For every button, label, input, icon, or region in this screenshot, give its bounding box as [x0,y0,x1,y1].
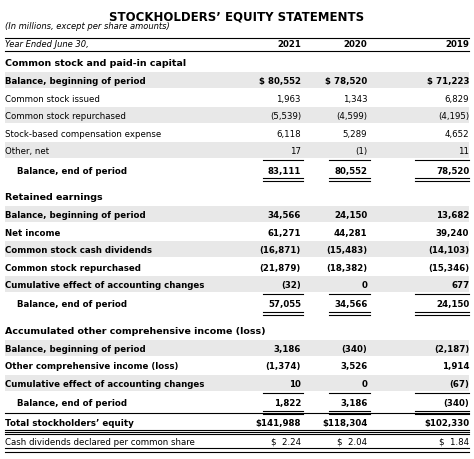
Text: Cumulative effect of accounting changes: Cumulative effect of accounting changes [5,280,204,290]
Text: $  2.24: $ 2.24 [271,437,301,446]
Text: Stock-based compensation expense: Stock-based compensation expense [5,129,161,139]
Text: STOCKHOLDERS’ EQUITY STATEMENTS: STOCKHOLDERS’ EQUITY STATEMENTS [109,11,365,23]
Text: 3,186: 3,186 [340,398,367,407]
Text: 6,118: 6,118 [276,129,301,139]
Text: 3,186: 3,186 [273,344,301,353]
Text: (1): (1) [355,147,367,156]
Text: (18,382): (18,382) [326,263,367,272]
Text: 13,682: 13,682 [436,211,469,220]
Text: (15,346): (15,346) [428,263,469,272]
Text: Balance, end of period: Balance, end of period [5,398,127,407]
Text: 0: 0 [362,379,367,388]
Text: (340): (340) [444,398,469,407]
Text: 24,150: 24,150 [334,211,367,220]
Text: 24,150: 24,150 [436,300,469,308]
Text: (4,599): (4,599) [337,112,367,121]
Text: 6,829: 6,829 [445,95,469,104]
Text: Other comprehensive income (loss): Other comprehensive income (loss) [5,362,178,370]
Text: (1,374): (1,374) [265,362,301,370]
Text: 80,552: 80,552 [334,166,367,175]
Text: (15,483): (15,483) [326,246,367,255]
Text: 4,652: 4,652 [445,129,469,139]
Text: (5,539): (5,539) [270,112,301,121]
Text: 57,055: 57,055 [268,300,301,308]
Text: (16,871): (16,871) [260,246,301,255]
Text: 11: 11 [458,147,469,156]
Text: Balance, end of period: Balance, end of period [5,166,127,175]
Text: Cumulative effect of accounting changes: Cumulative effect of accounting changes [5,379,204,388]
Text: 1,963: 1,963 [276,95,301,104]
Text: 34,566: 34,566 [268,211,301,220]
Text: 78,520: 78,520 [436,166,469,175]
Text: Balance, beginning of period: Balance, beginning of period [5,344,146,353]
Text: 44,281: 44,281 [334,228,367,237]
Text: Balance, end of period: Balance, end of period [5,300,127,308]
Text: Year Ended June 30,: Year Ended June 30, [5,40,89,49]
Text: $141,988: $141,988 [255,418,301,427]
Text: 0: 0 [362,280,367,290]
Text: Retained earnings: Retained earnings [5,193,102,202]
Text: Accumulated other comprehensive income (loss): Accumulated other comprehensive income (… [5,326,265,335]
Text: 61,271: 61,271 [267,228,301,237]
Text: (In millions, except per share amounts): (In millions, except per share amounts) [5,22,170,31]
Text: $118,304: $118,304 [322,418,367,427]
Text: 1,343: 1,343 [343,95,367,104]
Text: $  1.84: $ 1.84 [439,437,469,446]
Text: Other, net: Other, net [5,147,49,156]
Text: Common stock repurchased: Common stock repurchased [5,263,141,272]
Text: (340): (340) [342,344,367,353]
Text: 5,289: 5,289 [343,129,367,139]
Text: Balance, beginning of period: Balance, beginning of period [5,211,146,220]
Text: 677: 677 [451,280,469,290]
Text: Net income: Net income [5,228,60,237]
Text: Balance, beginning of period: Balance, beginning of period [5,77,146,86]
Text: 83,111: 83,111 [268,166,301,175]
Text: 2019: 2019 [446,40,469,49]
Text: (67): (67) [449,379,469,388]
Text: (4,195): (4,195) [438,112,469,121]
Text: $ 80,552: $ 80,552 [259,77,301,86]
Text: 39,240: 39,240 [436,228,469,237]
Text: (21,879): (21,879) [260,263,301,272]
Text: (2,187): (2,187) [434,344,469,353]
Text: $  2.04: $ 2.04 [337,437,367,446]
Text: $102,330: $102,330 [424,418,469,427]
Text: 17: 17 [290,147,301,156]
Text: (32): (32) [281,280,301,290]
Text: 3,526: 3,526 [340,362,367,370]
Text: $ 71,223: $ 71,223 [427,77,469,86]
Text: Common stock repurchased: Common stock repurchased [5,112,126,121]
Text: 1,822: 1,822 [273,398,301,407]
Text: Common stock and paid-in capital: Common stock and paid-in capital [5,59,186,68]
Text: Cash dividends declared per common share: Cash dividends declared per common share [5,437,195,446]
Text: Common stock cash dividends: Common stock cash dividends [5,246,152,255]
Text: 2020: 2020 [344,40,367,49]
Text: Total stockholders’ equity: Total stockholders’ equity [5,418,134,427]
Text: 10: 10 [289,379,301,388]
Text: (14,103): (14,103) [428,246,469,255]
Text: $ 78,520: $ 78,520 [325,77,367,86]
Text: Common stock issued: Common stock issued [5,95,100,104]
Text: 1,914: 1,914 [442,362,469,370]
Text: 34,566: 34,566 [334,300,367,308]
Text: 2021: 2021 [277,40,301,49]
